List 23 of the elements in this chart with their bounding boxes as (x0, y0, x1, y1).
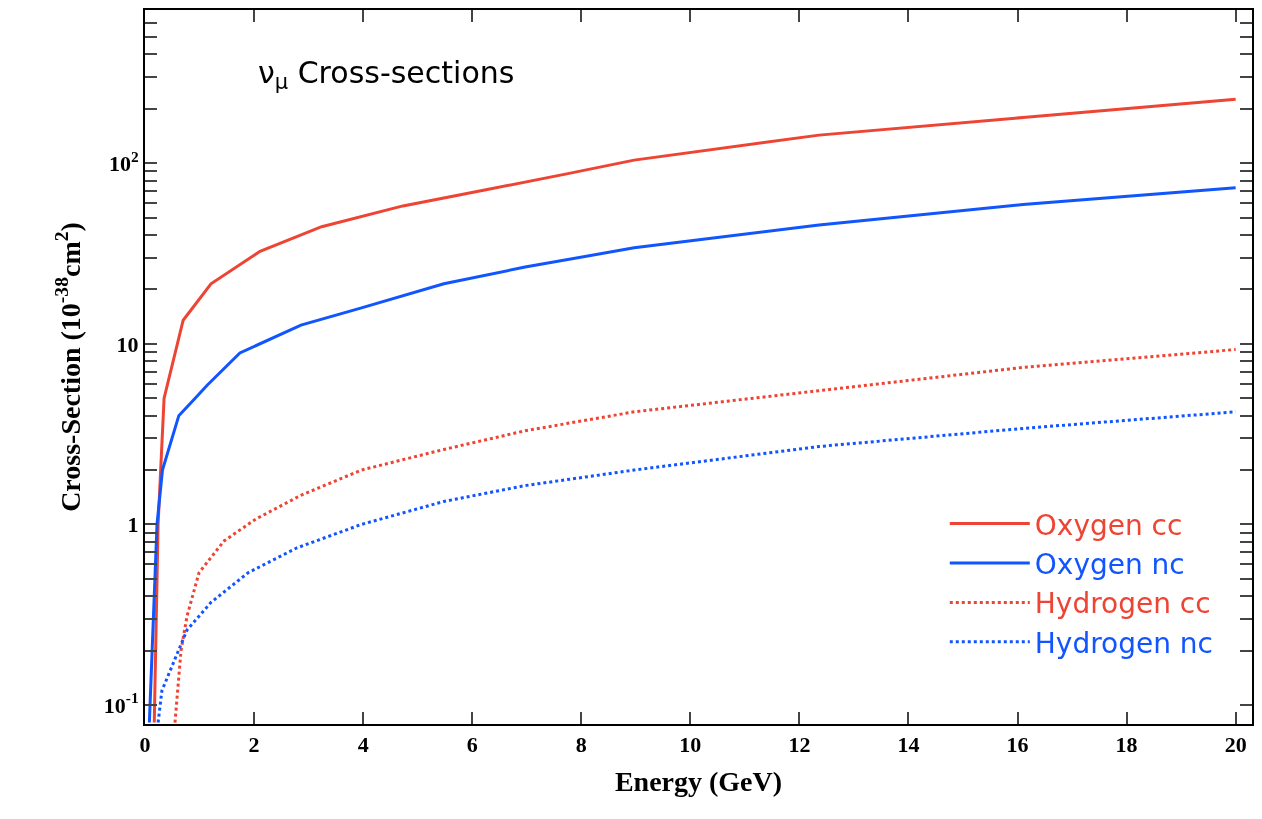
y-tick-label: 10$^{-1}$ (103, 689, 139, 718)
x-tick-label: 2 (248, 732, 260, 758)
x-tick-label: 0 (139, 732, 151, 758)
y-tick-label: 10 (116, 331, 139, 357)
legend-label: Oxygen cc (1034, 508, 1183, 542)
x-tick-label: 14 (897, 732, 920, 758)
legend-label: Hydrogen nc (1034, 626, 1214, 660)
legend-label: Hydrogen cc (1034, 587, 1211, 621)
y-tick-label: 10$^{2}$ (108, 147, 139, 176)
x-tick-label: 18 (1115, 732, 1138, 758)
x-tick-label: 20 (1224, 732, 1247, 758)
x-tick-label: 6 (466, 732, 478, 758)
text: ν$_{μ}$ Cross-sections (258, 55, 515, 95)
legend-label: Oxygen nc (1034, 547, 1185, 581)
x-tick-label: 10 (679, 732, 702, 758)
line-series (173, 347, 1238, 724)
x-tick-label: 16 (1006, 732, 1029, 758)
line-series (156, 410, 1238, 724)
x-axis-title: Energy (GeV) (614, 766, 783, 797)
x-tick-label: 12 (788, 732, 811, 758)
x-tick-label: 8 (575, 732, 587, 758)
x-tick-label: 4 (357, 732, 369, 758)
y-tick-label: 1 (127, 512, 139, 538)
